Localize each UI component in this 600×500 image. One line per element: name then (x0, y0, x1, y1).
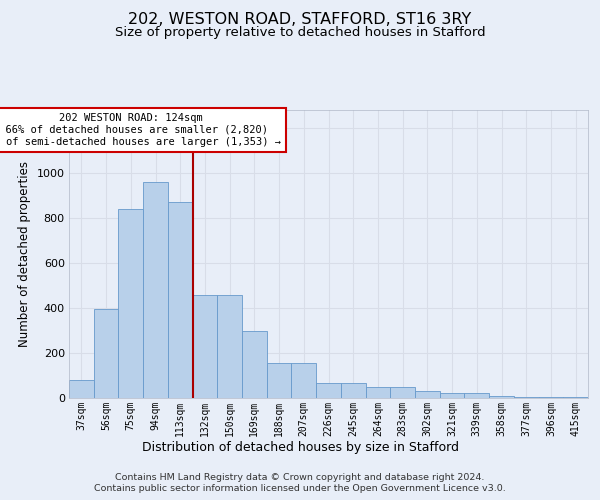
Bar (193, 296, 217, 398)
Bar (464, 393, 489, 398)
Text: Size of property relative to detached houses in Stafford: Size of property relative to detached ho… (115, 26, 485, 39)
Bar (217, 296, 242, 398)
Bar (489, 396, 514, 398)
Text: 202 WESTON ROAD: 124sqm
← 66% of detached houses are smaller (2,820)
32% of semi: 202 WESTON ROAD: 124sqm ← 66% of detache… (0, 114, 281, 146)
Text: Contains HM Land Registry data © Crown copyright and database right 2024.: Contains HM Land Registry data © Crown c… (115, 473, 485, 482)
Bar (143, 182, 168, 398)
Y-axis label: Number of detached properties: Number of detached properties (18, 161, 31, 347)
Bar (390, 388, 415, 398)
Bar (292, 362, 316, 398)
Bar (415, 391, 440, 398)
Bar (168, 202, 193, 398)
Bar (94, 309, 118, 398)
Bar (69, 380, 94, 398)
Text: 202, WESTON ROAD, STAFFORD, ST16 3RY: 202, WESTON ROAD, STAFFORD, ST16 3RY (128, 12, 472, 28)
Bar (118, 209, 143, 398)
Bar (440, 392, 464, 398)
Bar (316, 383, 341, 398)
Bar (242, 331, 267, 398)
Text: Distribution of detached houses by size in Stafford: Distribution of detached houses by size … (142, 441, 458, 454)
Bar (365, 388, 390, 398)
Bar (341, 383, 365, 398)
Text: Contains public sector information licensed under the Open Government Licence v3: Contains public sector information licen… (94, 484, 506, 493)
Bar (267, 362, 292, 398)
